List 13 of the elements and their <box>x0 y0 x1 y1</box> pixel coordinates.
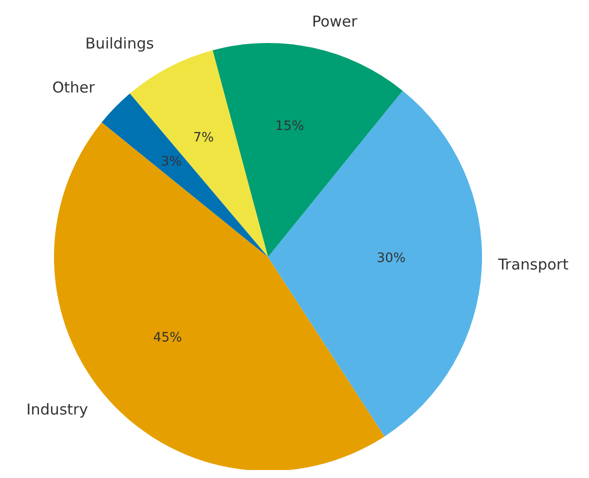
data-label: 7% <box>193 130 214 146</box>
pie-slice <box>130 50 268 257</box>
data-label: 45% <box>153 330 182 346</box>
slice-label: Transport <box>497 255 569 274</box>
data-label: 30% <box>376 251 406 266</box>
data-label: 15% <box>275 118 304 134</box>
slice-label: Other <box>52 78 96 96</box>
slice-label: Buildings <box>85 34 154 52</box>
pie-slice <box>102 94 268 257</box>
slice-label: Industry <box>26 400 88 419</box>
data-label: 3% <box>160 154 182 170</box>
pie-slice <box>268 90 482 436</box>
slice-label: Power <box>312 12 358 31</box>
